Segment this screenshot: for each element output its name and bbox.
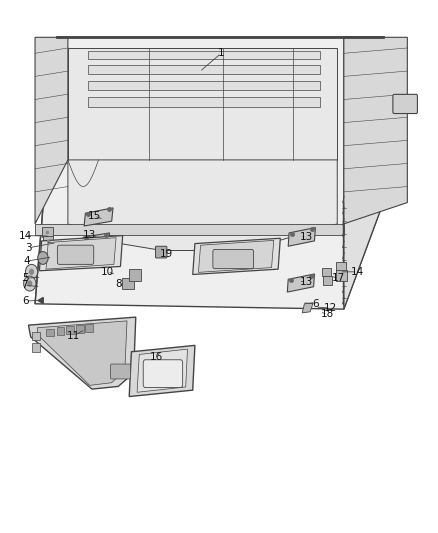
Bar [43,236,53,246]
Polygon shape [137,349,187,392]
Polygon shape [68,160,337,251]
Polygon shape [88,65,320,74]
Circle shape [24,276,36,291]
Polygon shape [88,97,320,107]
FancyBboxPatch shape [393,94,417,114]
Bar [85,324,93,332]
Bar [336,262,346,273]
Polygon shape [35,37,383,309]
Bar [32,332,40,340]
Text: 12: 12 [324,303,337,313]
Polygon shape [46,238,116,269]
Circle shape [25,264,38,279]
Polygon shape [302,303,313,313]
Bar [336,270,347,281]
Text: 7: 7 [21,280,28,290]
Circle shape [29,269,34,275]
Polygon shape [88,81,320,90]
Text: 6: 6 [22,296,29,306]
Bar [323,276,332,285]
Bar [322,268,331,276]
Polygon shape [68,48,337,160]
Text: 10: 10 [101,267,114,277]
Polygon shape [28,317,136,389]
Text: 14: 14 [18,231,32,240]
Polygon shape [198,240,274,272]
Text: 11: 11 [67,331,80,341]
Circle shape [27,280,32,287]
Polygon shape [35,37,68,224]
Bar [46,329,54,336]
Polygon shape [39,236,123,271]
FancyBboxPatch shape [57,245,94,264]
Polygon shape [344,37,383,309]
Text: 13: 13 [83,230,96,239]
Polygon shape [129,345,195,397]
FancyBboxPatch shape [213,249,254,269]
Polygon shape [287,274,314,292]
Text: 16: 16 [150,352,163,362]
Bar [32,343,40,352]
Text: 6: 6 [312,299,319,309]
Polygon shape [288,228,315,246]
Polygon shape [344,37,407,224]
Bar [57,327,64,335]
Polygon shape [193,238,280,274]
Bar [66,326,74,334]
Text: 15: 15 [88,211,101,221]
Text: 13: 13 [300,278,313,287]
FancyBboxPatch shape [110,364,131,379]
Polygon shape [35,224,344,235]
Text: 1: 1 [218,49,225,58]
Bar [122,278,134,289]
Bar [129,269,141,281]
FancyBboxPatch shape [143,360,183,387]
Polygon shape [84,208,113,226]
Bar [42,227,53,237]
Polygon shape [35,37,57,304]
Bar [76,325,84,333]
Text: 3: 3 [25,243,32,253]
Polygon shape [88,51,320,59]
Text: 8: 8 [115,279,122,288]
Polygon shape [82,233,110,251]
Text: 19: 19 [160,249,173,259]
Text: 17: 17 [332,273,345,283]
Circle shape [38,252,48,264]
Text: 5: 5 [22,273,29,283]
Polygon shape [37,321,127,385]
Text: 13: 13 [300,232,313,241]
FancyBboxPatch shape [155,246,167,258]
Text: 4: 4 [23,256,30,266]
Text: 14: 14 [350,267,364,277]
Text: 18: 18 [321,310,334,319]
